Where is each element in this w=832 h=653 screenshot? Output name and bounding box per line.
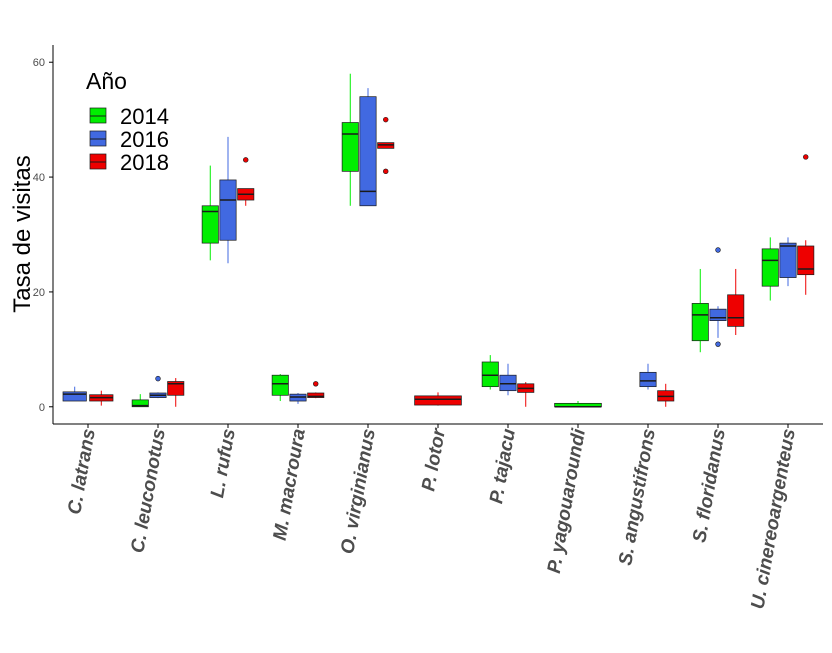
box-2018	[307, 381, 325, 399]
box-2018	[414, 392, 462, 406]
x-tick-label: M. macroura	[270, 427, 310, 542]
box-2016	[779, 237, 797, 287]
legend-item: 2014	[89, 104, 169, 129]
legend-item: 2018	[89, 150, 169, 175]
box-body	[481, 361, 499, 388]
box-2014	[201, 165, 219, 261]
x-tick-label: L. rufus	[207, 427, 240, 499]
box-body	[219, 179, 237, 241]
box-body	[639, 371, 657, 388]
plot-marks	[62, 73, 815, 408]
box-2014	[341, 73, 359, 206]
box-2018	[797, 154, 815, 295]
box-2016	[709, 247, 727, 347]
outlier-point	[313, 381, 319, 387]
box-2016	[149, 375, 167, 399]
outlier-point	[383, 168, 389, 175]
y-ticks: 0 20 40 60	[33, 57, 53, 414]
box-body	[499, 374, 517, 392]
legend-label: 2014	[120, 104, 169, 129]
legend-item: 2016	[89, 127, 169, 152]
box-body	[709, 308, 727, 321]
x-tick-label: S. angustifrons	[615, 427, 660, 567]
box-body	[691, 303, 709, 342]
box-body	[341, 122, 359, 172]
x-tick-label: C. latrans	[64, 427, 100, 516]
box-2018	[167, 378, 185, 407]
box-2014	[131, 394, 149, 408]
legend-label: 2016	[120, 127, 169, 152]
outlier-point	[155, 375, 161, 382]
box-2014	[554, 401, 602, 408]
box-2018	[727, 268, 745, 335]
legend-title: Año	[86, 68, 127, 94]
box-body	[62, 391, 87, 402]
box-body	[797, 245, 815, 276]
box-2018	[517, 382, 535, 407]
box-2016	[219, 136, 237, 264]
box-body	[779, 242, 797, 278]
y-tick-label: 20	[33, 287, 45, 299]
x-tick-label: P. yagouaroundi	[544, 427, 590, 576]
box-2018	[377, 116, 395, 175]
x-ticks: C. latrans C. leuconotus L. rufus M. macrou…	[64, 424, 800, 611]
box-body	[131, 399, 149, 408]
y-tick-label: 0	[39, 402, 45, 414]
box-2014	[761, 237, 779, 301]
box-2018	[657, 383, 675, 407]
y-tick-label: 40	[33, 172, 45, 184]
box-body	[167, 381, 185, 396]
x-tick-label: P. lotor	[418, 426, 450, 493]
box-body	[201, 205, 219, 244]
box-2016	[289, 392, 307, 404]
x-tick-label: S. floridanus	[689, 427, 730, 544]
y-axis-title: Tasa de visitas	[9, 155, 36, 312]
box-2014	[481, 355, 499, 390]
x-tick-label: P. tajacu	[486, 427, 520, 506]
x-tick-label: C. leuconotus	[127, 427, 169, 554]
box-body	[761, 248, 779, 287]
x-tick-label: U. cinereoargenteus	[748, 427, 800, 611]
box-2016	[639, 363, 657, 390]
box-2016	[62, 386, 87, 402]
box-2016	[499, 363, 517, 396]
outlier-point	[715, 341, 721, 347]
box-body	[359, 96, 377, 207]
box-2014	[271, 374, 289, 402]
box-body	[414, 395, 462, 406]
box-body	[271, 374, 289, 396]
box-2018	[237, 157, 255, 206]
outlier-point	[383, 116, 389, 123]
outlier-point	[803, 154, 809, 160]
x-tick-label: O. virginianus	[337, 427, 380, 555]
box-2014	[691, 268, 709, 353]
outlier-point	[715, 247, 721, 253]
y-tick-label: 60	[33, 57, 45, 69]
outlier-point	[243, 157, 249, 163]
box-body	[307, 392, 325, 398]
box-2016	[359, 88, 377, 207]
box-body	[727, 294, 745, 327]
legend-label: 2018	[120, 150, 169, 175]
box-2018	[89, 390, 114, 406]
